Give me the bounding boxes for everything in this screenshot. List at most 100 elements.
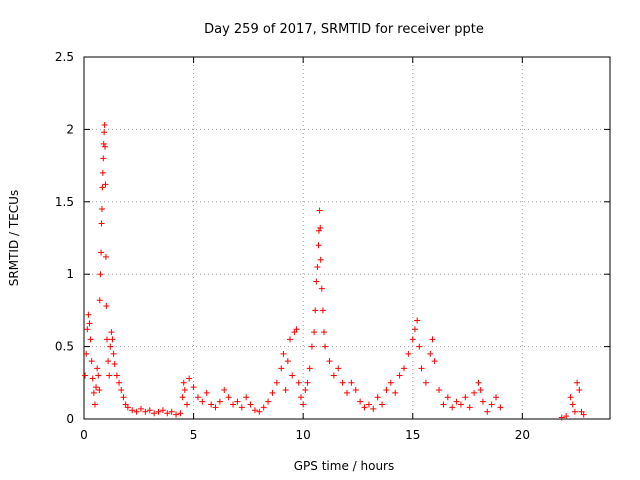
data-point [137,405,144,412]
data-point [234,398,241,405]
data-point [86,320,93,327]
data-point [173,411,180,418]
data-points [82,122,587,421]
data-point [297,394,304,401]
chart-title: Day 259 of 2017, SRMTID for receiver ppt… [204,22,484,37]
data-point [265,398,272,405]
data-point [444,394,451,401]
data-point [477,387,484,394]
data-point [203,389,210,396]
data-point [392,389,399,396]
data-point [571,408,578,415]
data-point [99,169,106,176]
data-point [302,387,309,394]
data-point [108,329,115,336]
data-point [361,404,368,411]
data-point [87,336,94,343]
data-point [90,389,97,396]
data-point [109,336,116,343]
data-point [462,394,469,401]
data-point [118,387,125,394]
data-point [308,343,315,350]
data-point [260,404,267,411]
data-point [574,379,581,386]
y-tick-label: 1.5 [55,195,74,209]
data-point [113,372,120,379]
data-point [453,398,460,405]
data-point [436,387,443,394]
x-axis-title: GPS time / hours [294,459,395,473]
data-point [101,122,108,129]
data-point [111,360,118,367]
data-point [101,129,108,136]
data-point [146,407,153,414]
data-point [208,401,215,408]
data-point [344,389,350,396]
data-point [95,372,102,379]
data-point [82,372,89,379]
data-point [457,401,464,408]
data-point [216,398,223,405]
data-point [269,389,276,396]
data-point [155,408,162,415]
x-tick-label: 20 [515,428,530,442]
data-point [449,404,456,411]
data-point [405,350,412,357]
data-point [289,372,296,379]
data-point [104,336,111,343]
data-point [383,387,390,394]
data-point [243,394,250,401]
data-point [563,413,570,420]
grid [84,57,610,419]
x-tick-label: 10 [296,428,311,442]
data-point [352,387,359,394]
data-point [212,404,219,411]
data-point [365,401,372,408]
data-point [295,379,302,386]
data-point [315,242,322,249]
data-point [280,350,287,357]
data-point [96,297,103,304]
data-point [418,365,425,372]
data-point [374,394,381,401]
data-point [88,358,95,365]
data-point [256,408,263,415]
data-point [580,411,587,418]
data-point [194,394,201,401]
data-point [180,379,187,386]
data-point [319,307,326,314]
data-point [313,278,320,285]
axis-ticks: 0 5 10 15 20 0 0.5 1 1.5 2 2.5 [55,50,610,442]
data-point [96,387,103,394]
data-point [330,372,337,379]
data-point [282,387,289,394]
data-point [396,372,403,379]
data-point [164,410,171,417]
data-point [400,365,407,372]
data-point [317,224,324,231]
data-point [97,271,104,278]
data-point [357,398,364,405]
data-point [320,329,327,336]
data-point [416,343,423,350]
data-point [93,384,100,391]
data-point [106,372,113,379]
data-point [322,343,329,350]
data-point [339,379,346,386]
data-point [411,326,418,333]
data-point [110,350,117,357]
data-point [184,401,191,408]
data-point [348,379,355,386]
data-point [105,358,112,365]
data-point [429,336,436,343]
data-point [316,207,323,214]
data-point [314,263,321,270]
data-point [306,365,313,372]
data-point [317,256,324,263]
data-point [304,379,311,386]
data-point [569,401,576,408]
data-point [479,398,486,405]
data-point [311,329,318,336]
data-point [159,407,166,414]
data-point [427,350,434,357]
